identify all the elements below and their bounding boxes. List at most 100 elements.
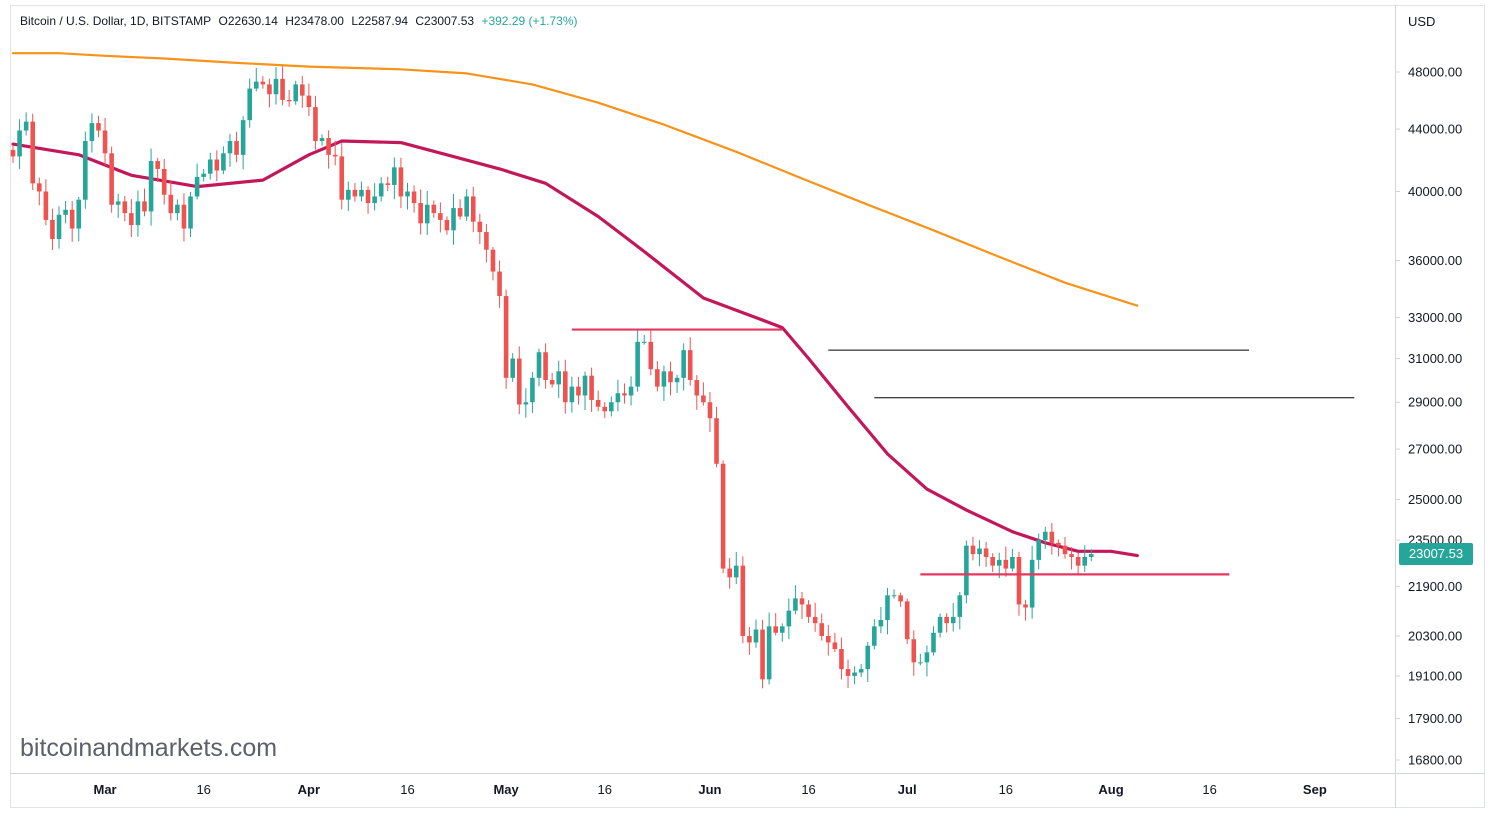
candle-body: [201, 173, 206, 177]
candle: [701, 382, 706, 406]
candle-body: [911, 639, 917, 663]
candle-body: [872, 626, 877, 646]
candle: [747, 627, 752, 655]
candle: [641, 335, 647, 345]
symbol-name[interactable]: Bitcoin / U.S. Dollar, 1D, BITSTAMP: [20, 14, 212, 28]
candle-body: [714, 418, 719, 464]
candle: [181, 193, 187, 242]
annotation-lines-layer: [571, 328, 1355, 576]
candle-body: [109, 153, 114, 205]
candle: [161, 158, 167, 205]
candle: [681, 343, 686, 391]
candle-body: [589, 375, 594, 400]
candle-body: [490, 249, 496, 272]
candle: [885, 587, 890, 635]
candle: [1075, 552, 1081, 575]
candle-body: [23, 121, 29, 131]
candle: [937, 613, 943, 638]
candle: [904, 598, 910, 645]
candle-body: [273, 78, 279, 95]
candle: [464, 189, 469, 221]
candle-body: [83, 141, 88, 200]
candle: [648, 329, 654, 376]
candle-body: [1075, 557, 1081, 566]
candle-body: [957, 595, 963, 617]
candle: [470, 186, 476, 233]
candle: [63, 201, 68, 224]
candle: [589, 367, 594, 413]
candle: [194, 163, 200, 200]
candle-body: [359, 189, 364, 197]
candle: [779, 623, 785, 642]
time-tick-label: 16: [598, 782, 612, 797]
time-tick-label: Jun: [698, 782, 721, 797]
candle: [760, 619, 765, 689]
candle-body: [523, 402, 529, 405]
price-tick-label: 44000.00: [1408, 122, 1462, 137]
candle-body: [89, 123, 95, 142]
symbol-header: Bitcoin / U.S. Dollar, 1D, BITSTAMP O226…: [20, 14, 582, 28]
candle: [668, 361, 673, 396]
candle: [484, 223, 489, 263]
candle: [832, 632, 838, 653]
candle-body: [267, 84, 272, 95]
candle: [766, 612, 772, 685]
candle: [707, 392, 713, 432]
candle-body: [549, 380, 555, 385]
candle: [1069, 547, 1074, 570]
time-tick-label: Jul: [898, 782, 917, 797]
candle: [983, 541, 989, 567]
candle-body: [681, 350, 686, 378]
candle: [530, 372, 535, 414]
ma-slow-line: [11, 52, 1139, 307]
candle-body: [503, 296, 509, 378]
candle-body: [477, 221, 483, 233]
candle: [201, 169, 206, 182]
candle-body: [615, 393, 621, 403]
candle: [898, 592, 903, 607]
candle: [155, 157, 160, 182]
time-tick-label: Mar: [93, 782, 116, 797]
candle-body: [306, 95, 312, 108]
time-tick-label: Sep: [1303, 782, 1327, 797]
candle: [352, 183, 358, 202]
candle-body: [96, 123, 101, 131]
candle-body: [885, 595, 890, 621]
candle-body: [694, 380, 700, 396]
candle-body: [464, 196, 469, 217]
candle: [69, 201, 75, 242]
time-axis[interactable]: Mar 16 Apr 16 May 16 Jun 16 Jul 16 Aug 16 Sep: [93, 782, 1326, 797]
candle-body: [826, 635, 831, 643]
candle: [891, 589, 897, 599]
price-axis[interactable]: 48000.00 44000.00 40000.00 36000.00 33000.00…: [1395, 65, 1462, 768]
candle-body: [641, 341, 647, 343]
candle-body: [740, 565, 746, 636]
candle-body: [806, 604, 811, 617]
candle: [563, 359, 568, 414]
candle: [37, 177, 42, 206]
candle: [1010, 548, 1015, 572]
candle-body: [543, 352, 548, 381]
candle-body: [1042, 531, 1048, 541]
candle: [576, 376, 581, 405]
candle-body: [457, 208, 463, 217]
watermark-text: bitcoinandmarkets.com: [20, 734, 278, 762]
candle-body: [1010, 557, 1015, 569]
candle: [451, 193, 456, 245]
candle-body: [142, 201, 147, 212]
currency-label: USD: [1408, 14, 1435, 29]
candle-body: [918, 662, 923, 664]
candle: [858, 664, 864, 678]
candle: [188, 191, 193, 238]
candle-body: [582, 375, 588, 396]
candle: [89, 113, 95, 153]
candle-body: [996, 559, 1002, 566]
candle-body: [648, 341, 654, 370]
candle: [148, 148, 154, 226]
candle: [799, 592, 805, 620]
candle-body: [438, 213, 443, 220]
candle-body: [17, 130, 22, 157]
candle-body: [1089, 554, 1094, 558]
candle: [313, 95, 318, 150]
